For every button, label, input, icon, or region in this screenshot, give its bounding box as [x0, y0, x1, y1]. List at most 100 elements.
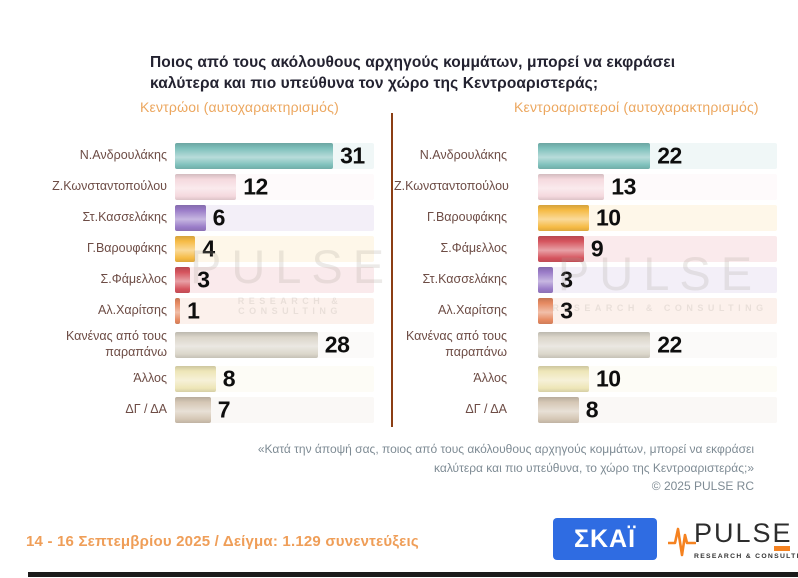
chart-row: Κανένας από τους παραπάνω 22	[394, 326, 777, 363]
bar-track	[538, 266, 777, 293]
footnote-line-2: καλύτερα και πιο υπεύθυνα, το χώρο της Κ…	[434, 460, 754, 475]
party-label: Στ.Κασσελάκης	[422, 271, 507, 286]
chart-row: Ν.Ανδρουλάκης 22	[394, 140, 777, 171]
value-label: 7	[217, 396, 231, 422]
party-label: ΔΓ / ΔΑ	[125, 401, 167, 416]
party-label: Αλ.Χαρίτσης	[98, 302, 167, 317]
value-label: 10	[596, 365, 621, 391]
bar	[538, 142, 651, 169]
chart-row: Σ.Φάμελλος 3	[22, 264, 374, 295]
bar	[538, 365, 589, 392]
value-label: 9	[590, 235, 604, 261]
chart-row: Άλλος 8	[22, 363, 374, 394]
bar-plot: 4	[175, 235, 374, 262]
chart-row: ΔΓ / ΔΑ 7	[22, 394, 374, 425]
bar	[175, 396, 211, 423]
chart-row: Ζ.Κωνσταντοπούλου 12	[22, 171, 374, 202]
bar	[538, 396, 579, 423]
bar-plot: 3	[175, 266, 374, 293]
party-label: Σ.Φάμελλος	[100, 271, 167, 286]
party-label: Ν.Ανδρουλάκης	[79, 147, 167, 162]
bar	[538, 266, 554, 293]
vertical-divider	[391, 113, 393, 427]
party-label: Κανένας από τους παραπάνω	[405, 328, 507, 359]
chart-rows-centrists: Ν.Ανδρουλάκης 31 Ζ.Κωνσταντοπούλου 12 Στ.Κασ…	[22, 140, 374, 425]
bar-plot: 28	[175, 331, 374, 358]
bar	[175, 173, 237, 200]
value-label: 13	[611, 173, 636, 199]
value-label: 4	[202, 235, 215, 261]
party-label: Κανένας από τους παραπάνω	[65, 328, 167, 359]
page-title: Ποιος από τους ακόλουθους αρχηγούς κομμά…	[150, 52, 780, 95]
value-label: 3	[560, 266, 573, 292]
bar-plot: 1	[175, 297, 374, 324]
value-label: 3	[197, 266, 210, 292]
chart-row: Άλλος 10	[394, 363, 777, 394]
pulse-orange-badge	[774, 546, 790, 551]
bar-plot: 3	[538, 266, 777, 293]
chart-centre-left: Ν.Ανδρουλάκης 22 Ζ.Κωνσταντοπούλου 13 Γ.Βαρο…	[394, 140, 777, 425]
bar	[538, 173, 605, 200]
party-label: Άλλος	[133, 370, 167, 385]
bar-plot: 31	[175, 142, 374, 169]
party-label: ΔΓ / ΔΑ	[465, 401, 507, 416]
value-label: 3	[560, 297, 573, 323]
party-label: Αλ.Χαρίτσης	[438, 302, 507, 317]
pulse-logo-subtext: RESEARCH & CONSULTING	[694, 553, 798, 560]
chart-row: Σ.Φάμελλος 9	[394, 233, 777, 264]
bar-plot: 12	[175, 173, 374, 200]
bar	[175, 235, 196, 262]
chart-rows-centre-left: Ν.Ανδρουλάκης 22 Ζ.Κωνσταντοπούλου 13 Γ.Βαρο…	[394, 140, 777, 425]
chart-row: Αλ.Χαρίτσης 3	[394, 295, 777, 326]
bar-plot: 22	[538, 142, 777, 169]
bar-track	[538, 297, 777, 324]
bar-plot: 10	[538, 204, 777, 231]
pulse-logo: PULSE RESEARCH & CONSULTING	[666, 516, 798, 565]
footnote-line-1: «Κατά την άποψή σας, ποιος από τους ακόλ…	[257, 442, 754, 456]
chart-row: Γ.Βαρουφάκης 4	[22, 233, 374, 264]
chart-row: Ζ.Κωνσταντοπούλου 13	[394, 171, 777, 202]
chart-row: Κανένας από τους παραπάνω 28	[22, 326, 374, 363]
bar	[175, 266, 191, 293]
chart-row: Στ.Κασσελάκης 6	[22, 202, 374, 233]
party-label: Σ.Φάμελλος	[440, 240, 507, 255]
subtitle-centre-left: Κεντροαριστεροί (αυτοχαρακτηρισμός)	[514, 99, 759, 115]
party-label: Ν.Ανδρουλάκης	[419, 147, 507, 162]
value-label: 1	[187, 297, 200, 323]
value-label: 28	[324, 331, 350, 357]
bar-plot: 8	[538, 396, 777, 423]
value-label: 8	[222, 365, 236, 391]
fieldwork-date-sample: 14 - 16 Σεπτεμβρίου 2025 / Δείγμα: 1.129…	[26, 533, 419, 550]
chart-centrists: Ν.Ανδρουλάκης 31 Ζ.Κωνσταντοπούλου 12 Στ.Κασ…	[22, 140, 374, 425]
bar-plot: 22	[538, 331, 777, 358]
bar	[175, 142, 334, 169]
skai-logo: ΣΚΑΪ	[553, 518, 657, 560]
bar	[538, 331, 651, 358]
bar-plot: 13	[538, 173, 777, 200]
party-label: Άλλος	[473, 370, 507, 385]
skai-logo-text: ΣΚΑΪ	[573, 524, 637, 553]
pulse-logo-text: PULSE	[694, 518, 793, 548]
bar-plot: 9	[538, 235, 777, 262]
subtitle-centrists: Κεντρώοι (αυτοχαρακτηρισμός)	[140, 99, 339, 115]
value-label: 6	[212, 204, 226, 230]
value-label: 8	[585, 396, 599, 422]
bar-track	[175, 266, 374, 293]
bar	[175, 204, 206, 231]
survey-question-footnote: «Κατά την άποψή σας, ποιος από τους ακόλ…	[134, 440, 754, 496]
bar-plot: 7	[175, 396, 374, 423]
pulse-waveform-icon	[666, 522, 697, 565]
chart-row: ΔΓ / ΔΑ 8	[394, 394, 777, 425]
chart-row: Στ.Κασσελάκης 3	[394, 264, 777, 295]
copyright-line: © 2025 PULSE RC	[651, 479, 754, 494]
bar-plot: 3	[538, 297, 777, 324]
bar-plot: 6	[175, 204, 374, 231]
chart-row: Γ.Βαρουφάκης 10	[394, 202, 777, 233]
chart-row: Ν.Ανδρουλάκης 31	[22, 140, 374, 171]
value-label: 22	[657, 142, 682, 168]
party-label: Στ.Κασσελάκης	[82, 209, 167, 224]
party-label: Ζ.Κωνσταντοπούλου	[394, 178, 509, 193]
party-label: Γ.Βαρουφάκης	[426, 209, 507, 224]
bar-track	[175, 204, 374, 231]
